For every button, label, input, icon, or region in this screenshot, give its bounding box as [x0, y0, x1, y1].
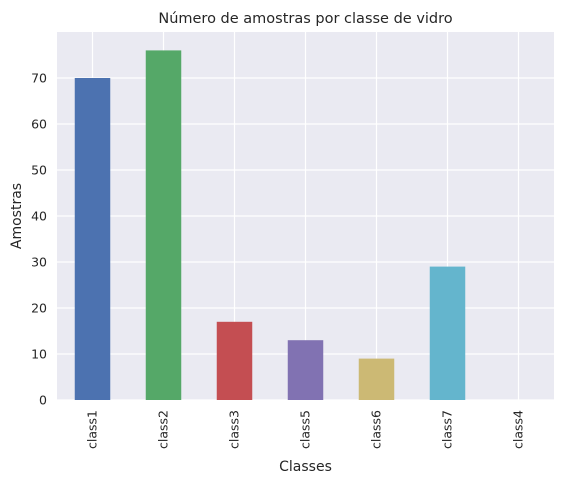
- bar-class5: [287, 340, 324, 400]
- y-tick-label: 50: [31, 163, 47, 178]
- x-axis-label: Classes: [279, 459, 332, 475]
- bars: [74, 50, 466, 401]
- x-tick-label: class7: [440, 410, 455, 449]
- x-tick-label: class4: [511, 410, 526, 449]
- y-tick-label: 0: [39, 393, 47, 408]
- bar-class6: [358, 358, 395, 400]
- y-tick-label: 10: [31, 347, 47, 362]
- x-tick-label: class3: [227, 410, 242, 449]
- x-tick-label: class2: [156, 410, 171, 449]
- y-tick-label: 70: [31, 71, 47, 86]
- y-tick-labels: 0 10 20 30 40 50 60 70: [31, 71, 47, 408]
- x-tick-label: class1: [85, 410, 100, 449]
- bar-class2: [145, 50, 182, 401]
- x-tick-labels: class1 class2 class3 class5 class6 class7 clas…: [85, 410, 526, 449]
- bar-class1: [74, 78, 111, 400]
- chart-title: Número de amostras por classe de vidro: [158, 11, 452, 27]
- x-tick-label: class6: [369, 410, 384, 449]
- y-tick-label: 60: [31, 117, 47, 132]
- x-tick-label: class5: [298, 410, 313, 449]
- y-tick-label: 20: [31, 301, 47, 316]
- y-gridlines: [57, 77, 554, 401]
- bar-class3: [216, 321, 253, 400]
- y-axis-label: Amostras: [9, 183, 25, 249]
- y-tick-label: 40: [31, 209, 47, 224]
- y-tick-label: 30: [31, 255, 47, 270]
- bar-class7: [429, 266, 466, 400]
